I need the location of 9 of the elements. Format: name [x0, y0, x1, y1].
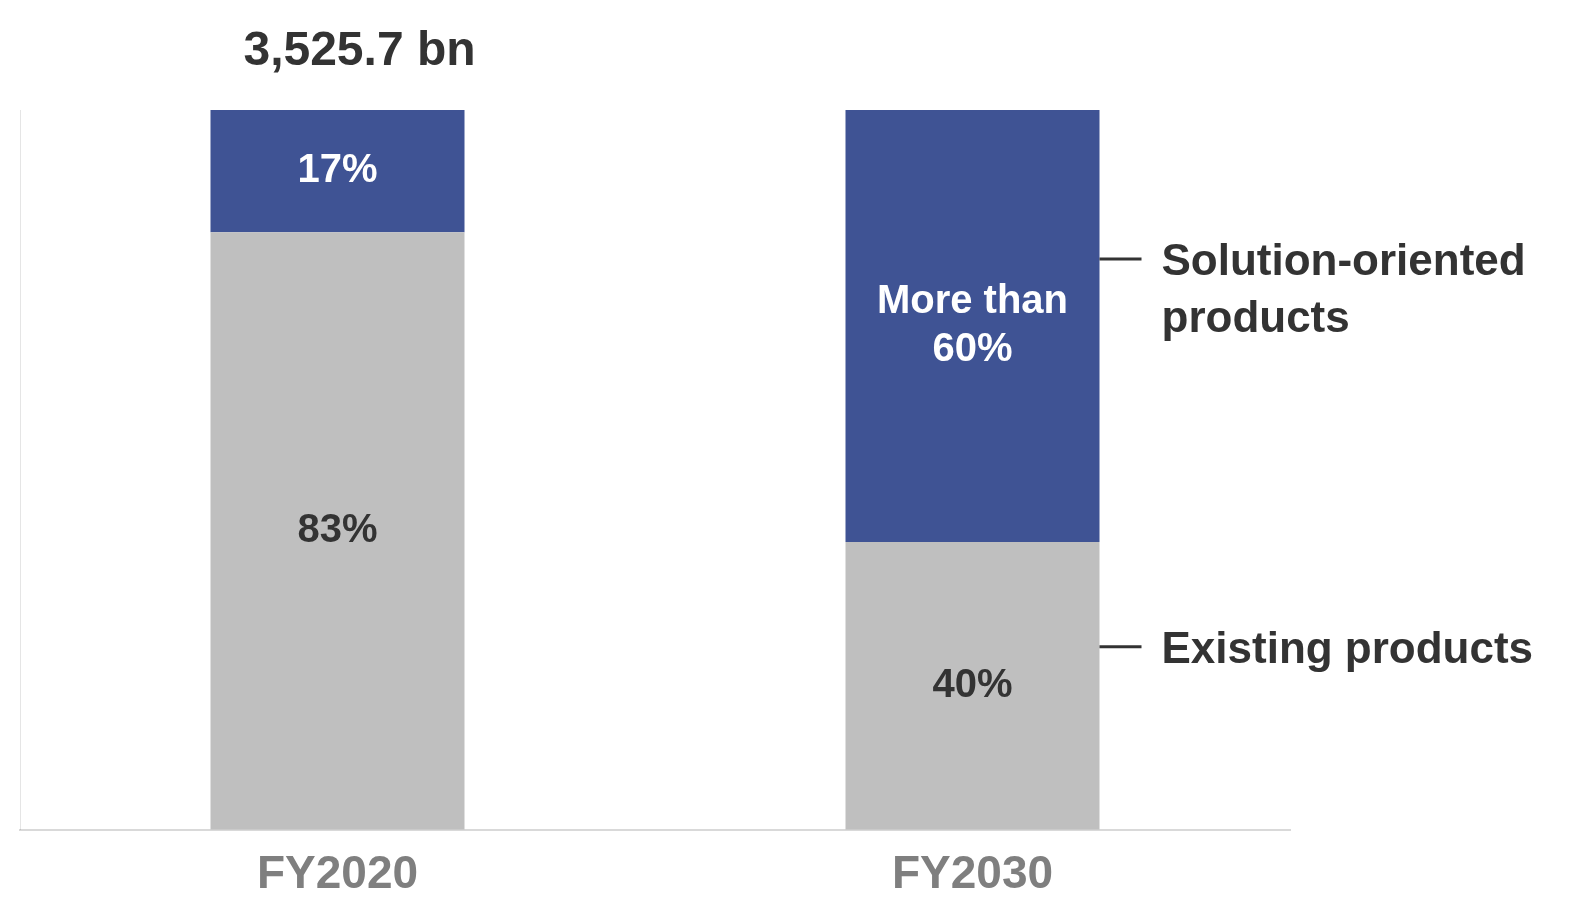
x-tick-label: FY2030 — [891, 846, 1054, 899]
series-label: Solution-oriented products — [1161, 235, 1526, 342]
data-label: More than 60% — [876, 276, 1069, 369]
x-tick-label: FY2020 — [256, 846, 419, 899]
annotation: 3,525.7 bn — [243, 22, 476, 75]
data-label: 83% — [297, 506, 378, 551]
data-label: 40% — [932, 660, 1013, 705]
data-label: 17% — [297, 146, 378, 191]
series-label: Existing products — [1161, 622, 1534, 672]
